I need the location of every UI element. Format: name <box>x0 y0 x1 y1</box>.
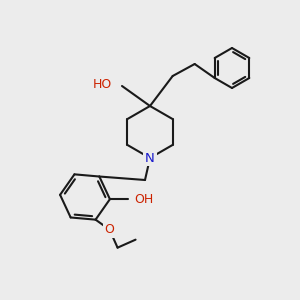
Text: O: O <box>105 223 115 236</box>
Text: OH: OH <box>134 193 153 206</box>
Text: N: N <box>145 152 155 164</box>
Text: HO: HO <box>93 77 112 91</box>
